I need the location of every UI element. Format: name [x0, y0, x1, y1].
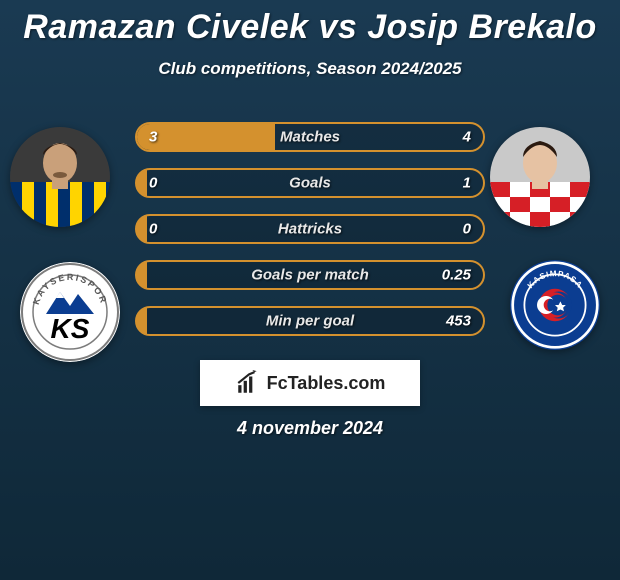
date-label: 4 november 2024	[0, 418, 620, 439]
player-right-avatar-svg	[490, 127, 590, 227]
svg-text:KS: KS	[51, 313, 90, 344]
stats-container: 3 Matches 4 0 Goals 1 0 Hattricks 0 Goals per mat…	[135, 122, 485, 352]
stat-row: 3 Matches 4	[135, 122, 485, 152]
stat-value-left: 0	[149, 221, 157, 238]
brand-text: FcTables.com	[267, 373, 386, 394]
stat-value-right: 0.25	[442, 267, 471, 284]
chart-icon	[235, 370, 261, 396]
stat-value-left: 0	[149, 175, 157, 192]
stat-value-right: 0	[463, 221, 471, 238]
brand-box: FcTables.com	[200, 360, 420, 406]
stat-fill	[137, 262, 147, 288]
stat-value-right: 453	[446, 313, 471, 330]
club-left-badge-svg: KAYSERISPOR KS	[20, 262, 120, 362]
stat-row: Goals per match 0.25	[135, 260, 485, 290]
club-right-badge: KASIMPASA	[510, 260, 600, 350]
stat-fill	[137, 124, 275, 150]
player-left-avatar-svg	[10, 127, 110, 227]
stat-row: 0 Goals 1	[135, 168, 485, 198]
stat-label: Matches	[280, 129, 340, 146]
stat-label: Hattricks	[278, 221, 342, 238]
stat-fill	[137, 170, 147, 196]
player-left-avatar	[10, 127, 110, 227]
player-right-avatar	[490, 127, 590, 227]
stat-value-left: 3	[149, 129, 157, 146]
stat-label: Goals	[289, 175, 331, 192]
stat-value-right: 1	[463, 175, 471, 192]
stat-value-right: 4	[463, 129, 471, 146]
stat-label: Min per goal	[266, 313, 354, 330]
stat-fill	[137, 308, 147, 334]
stat-label: Goals per match	[251, 267, 369, 284]
club-left-badge: KAYSERISPOR KS	[20, 262, 120, 362]
stat-fill	[137, 216, 147, 242]
page-title: Ramazan Civelek vs Josip Brekalo	[0, 0, 620, 47]
club-right-badge-svg: KASIMPASA	[510, 260, 600, 350]
stat-row: 0 Hattricks 0	[135, 214, 485, 244]
stat-row: Min per goal 453	[135, 306, 485, 336]
page-subtitle: Club competitions, Season 2024/2025	[0, 59, 620, 79]
